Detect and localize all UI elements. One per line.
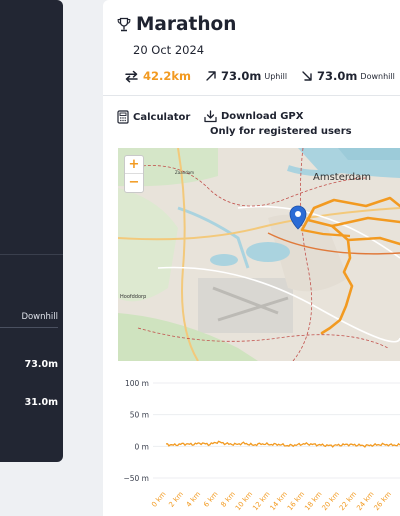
left-panel: Downhill 73.0m 31.0m bbox=[0, 0, 63, 462]
table-rule bbox=[0, 327, 58, 328]
y-tick-label: 100 m bbox=[125, 379, 149, 388]
zoom-control: + − bbox=[124, 155, 144, 193]
x-tick-label: 22 km bbox=[338, 490, 358, 512]
stats-divider bbox=[103, 95, 400, 96]
distance-value: 42.2km bbox=[143, 69, 192, 83]
download-gpx-button[interactable]: Download GPX bbox=[204, 110, 303, 123]
x-tick-label: 18 km bbox=[303, 490, 323, 512]
x-tick-label: 24 km bbox=[355, 490, 375, 512]
downhill-value-2: 31.0m bbox=[24, 397, 58, 408]
zoom-in-button[interactable]: + bbox=[125, 156, 143, 174]
download-icon bbox=[204, 110, 217, 123]
x-tick-label: 14 km bbox=[269, 490, 289, 512]
downhill-label: Downhill bbox=[360, 71, 395, 81]
calculator-icon bbox=[117, 110, 129, 124]
x-tick-label: 20 km bbox=[321, 490, 341, 512]
downhill-value: 73.0m bbox=[317, 69, 358, 83]
calculator-label: Calculator bbox=[133, 111, 191, 123]
title-row: Marathon bbox=[117, 14, 236, 35]
uphill-value: 73.0m bbox=[221, 69, 262, 83]
route-title: Marathon bbox=[136, 14, 237, 35]
trophy-icon bbox=[117, 17, 131, 31]
map-label-amsterdam: Amsterdam bbox=[313, 172, 372, 183]
route-distance-icon bbox=[125, 70, 138, 82]
x-tick-label: 2 km bbox=[167, 490, 185, 509]
route-stats: 42.2km 73.0m Uphill 73.0m Downhill bbox=[124, 69, 400, 83]
zoom-out-button[interactable]: − bbox=[128, 175, 140, 190]
x-tick-label: 6 km bbox=[202, 490, 220, 509]
map-label-zaandam: Zaandam bbox=[175, 170, 195, 175]
calculator-button[interactable]: Calculator bbox=[117, 110, 190, 124]
location-pin-icon[interactable] bbox=[289, 205, 307, 230]
arrow-down-right-icon bbox=[302, 71, 312, 81]
arrow-up-right-icon bbox=[206, 71, 216, 81]
route-map[interactable]: + − Amsterdam Hoofddorp Zaandam bbox=[118, 148, 400, 361]
y-tick-label: 0 m bbox=[135, 442, 149, 451]
x-tick-label: 4 km bbox=[185, 490, 203, 509]
map-label-hoofddorp: Hoofddorp bbox=[120, 294, 147, 300]
uphill-stat: 73.0m Uphill bbox=[205, 69, 287, 83]
download-gpx-label: Download GPX bbox=[221, 111, 304, 122]
elevation-line bbox=[165, 440, 400, 448]
downhill-value-1: 73.0m bbox=[24, 359, 58, 370]
route-card: Marathon 20 Oct 2024 42.2km 73.0m Uphill… bbox=[103, 0, 400, 516]
x-tick-label: 10 km bbox=[234, 490, 254, 512]
uphill-label: Uphill bbox=[264, 71, 288, 81]
left-panel-divider bbox=[0, 254, 63, 255]
y-tick-label: 50 m bbox=[130, 411, 149, 420]
elevation-chart: 100 m50 m0 m−50 m 0 km 2 km 4 km 6 km 8 km10… bbox=[123, 379, 400, 512]
x-tick-label: 0 km bbox=[150, 490, 168, 509]
x-tick-label: 12 km bbox=[251, 490, 271, 512]
route-date: 20 Oct 2024 bbox=[133, 43, 205, 57]
downhill-column-header: Downhill bbox=[21, 312, 58, 322]
distance-stat: 42.2km bbox=[124, 69, 191, 83]
y-tick-label: −50 m bbox=[123, 474, 149, 483]
x-tick-label: 16 km bbox=[286, 490, 306, 512]
registered-users-note: Only for registered users bbox=[210, 126, 352, 137]
x-tick-label: 26 km bbox=[373, 490, 393, 512]
downhill-stat: 73.0m Downhill bbox=[301, 69, 395, 83]
